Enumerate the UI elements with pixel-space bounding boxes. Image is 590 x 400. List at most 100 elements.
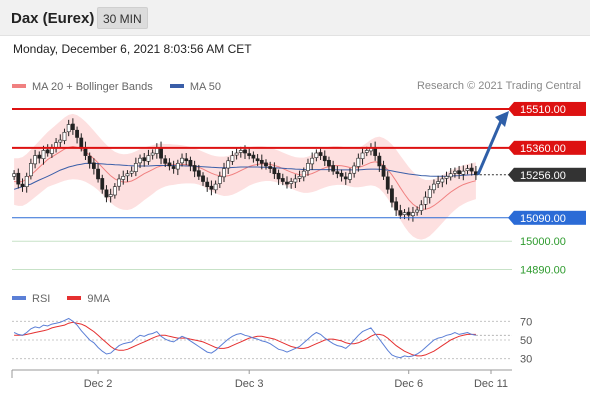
candle-body [138,157,142,164]
candle-body [91,162,96,169]
candle-body [301,170,306,178]
level-label-current: 15256.00 [520,170,566,182]
candle-body [238,150,243,153]
level-label-pointer [508,101,514,116]
legend-item-ma50: MA 50 [169,80,221,94]
candle-body [125,173,130,177]
legend-item-rsi: RSI [12,292,50,306]
x-tick-label: Dec 11 [474,378,508,390]
candle-body [41,150,46,160]
candle-body [167,162,172,167]
level-label-target: 15000.00 [520,236,566,248]
candle-body [234,152,239,156]
header-bar: Dax (Eurex) 30 MIN [0,0,590,36]
candle-body [45,149,50,154]
candle-body [37,154,42,159]
legend-item-ma20: MA 20 + Bollinger Bands [12,80,153,94]
candle-body [289,181,294,184]
candle-body [28,163,33,177]
level-label-pointer [508,210,514,225]
legend-item-9ma: 9MA [67,292,110,306]
candle-body [33,155,37,165]
candle-body [58,139,63,143]
candle-body [318,152,323,156]
candle-body [411,212,415,217]
copyright-text: Research © 2021 Trading Central [416,80,581,92]
candle-body [180,157,184,164]
level-label-box-current [514,167,586,182]
9ma-swatch [67,296,82,301]
candle-body [348,173,352,180]
level-label-box-resistance [514,101,586,116]
candle-body [171,166,176,169]
candle-body [188,159,193,167]
candle-body [217,176,222,184]
candle-body [66,124,71,133]
candle-body [297,176,302,179]
candle-body [222,168,226,178]
candle-body [339,172,344,177]
legend-label-9ma: 9MA [87,293,111,305]
level-label-support: 15090.00 [520,213,566,225]
candle-body [175,163,180,170]
candle-body [104,189,109,198]
timestamp: Monday, December 6, 2021 8:03:56 AM CET [13,42,252,56]
candle-body [394,201,399,211]
candle-body [390,188,394,203]
candle-body [243,149,247,154]
candle-body [20,183,25,188]
candle-body [364,150,369,153]
level-label-target: 14890.00 [520,265,566,277]
candle-body [142,157,147,162]
candle-body [79,137,84,149]
candle-body [440,178,445,183]
candle-body [121,176,126,180]
candle-body [264,162,268,167]
candle-body [24,176,29,188]
candle-body [276,172,281,180]
candle-body [213,183,218,191]
candle-body [310,157,315,165]
candle-body [461,170,466,175]
candle-body [444,176,449,179]
instrument-title: Dax (Eurex) [11,10,95,27]
candle-body [314,152,319,158]
candle-body [192,165,197,172]
candle-body [343,176,348,180]
candle-body [293,178,298,183]
timeframe-button[interactable]: 30 MIN [97,7,148,29]
candle-body [352,165,357,174]
x-tick-label: Dec 3 [235,378,264,390]
candle-body [406,211,411,216]
candle-body [259,159,264,164]
candle-body [280,178,285,182]
level-label-pointer [508,140,514,155]
candle-body [377,155,382,167]
candle-body [255,158,260,162]
level-label-box-support [514,210,586,225]
candle-body [112,186,117,196]
candle-body [209,185,214,190]
candle-body [87,155,92,164]
rsi-tick-label: 30 [520,354,532,366]
candle-body [402,212,407,215]
candle-body [398,210,403,216]
candle-body [465,168,470,171]
candle-body [381,165,386,177]
candle-body [453,170,457,174]
candle-body [62,131,67,141]
candle-body [272,167,277,175]
candle-body [226,160,231,169]
candle-body [205,181,210,188]
candle-body [117,178,121,187]
candle-body [108,194,113,197]
candle-body [150,152,155,156]
level-label-box-resistance [514,140,586,155]
rsi-tick-label: 70 [520,316,532,328]
level-label-resistance: 15510.00 [520,104,566,116]
candle-body [100,178,105,190]
candle-body [457,170,462,175]
candle-body [96,168,100,180]
candle-body [306,163,310,171]
